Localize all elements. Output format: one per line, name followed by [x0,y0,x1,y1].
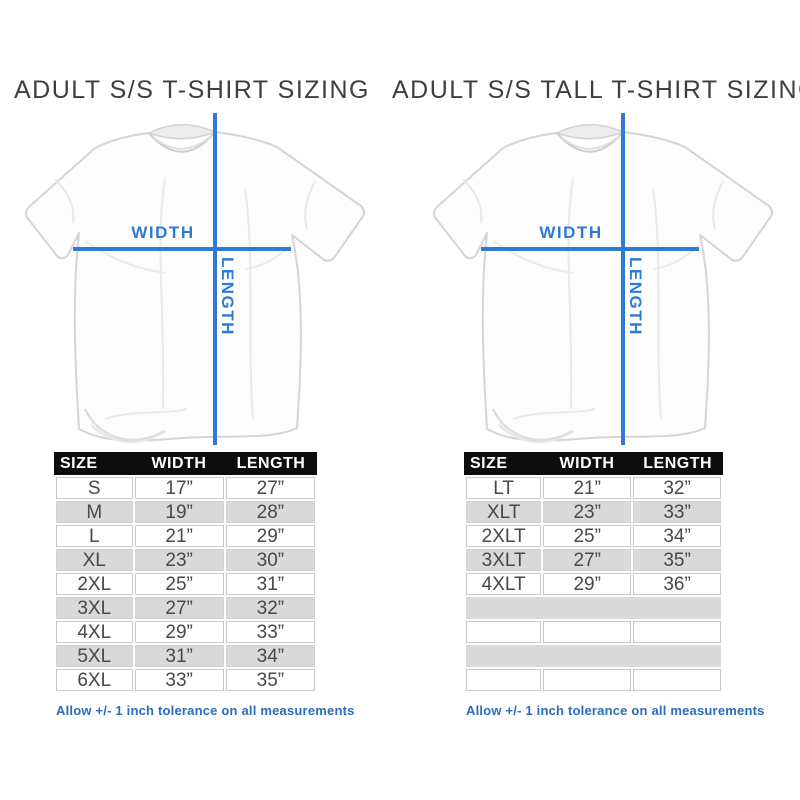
table-row: XLT 23” 33” [466,501,721,523]
width-cell: 33” [134,669,224,691]
size-cell: 3XL [56,597,133,619]
length-cell: 34” [225,645,315,667]
size-cell: 4XLT [466,573,542,595]
width-cell: 19” [134,501,224,523]
header-cell-length: LENGTH [643,454,713,472]
width-cell: 23” [134,549,224,571]
width-cell: 21” [543,477,632,499]
header-cell-length: LENGTH [236,454,306,472]
empty-table-row [466,597,721,619]
table-row: 4XL 29” 33” [56,621,315,643]
tshirt-graphic [432,123,774,444]
tshirt-diagram: WIDTH LENGTH [24,113,366,445]
tolerance-note: Allow +/- 1 inch tolerance on all measur… [466,703,765,718]
width-cell: 21” [134,525,224,547]
length-cell: 33” [225,621,315,643]
length-cell: 35” [633,549,721,571]
width-cell: 25” [134,573,224,595]
table-row: 6XL 33” 35” [56,669,315,691]
empty-table-row [466,621,721,643]
width-cell: 23” [543,501,632,523]
length-cell [633,669,721,691]
size-cell: 6XL [56,669,133,691]
empty-row-band [466,645,721,667]
length-cell: 34” [633,525,721,547]
width-cell: 17” [134,477,224,499]
size-cell: XL [56,549,133,571]
size-cell: M [56,501,133,523]
length-cell: 27” [225,477,315,499]
panel-tall-sizing: ADULT S/S TALL T-SHIRT SIZING WIDTH LENG… [392,0,800,800]
width-label: WIDTH [131,223,194,242]
header-cell-width: WIDTH [151,454,207,472]
header-cell-width: WIDTH [559,454,615,472]
table-row: L 21” 29” [56,525,315,547]
length-label: LENGTH [626,257,645,336]
size-cell: 2XL [56,573,133,595]
size-table: LT 21” 32” XLT 23” 33” 2XLT 25” 34” 3XLT 27” 35” 4XL… [464,475,723,693]
table-header: SIZE WIDTH LENGTH [464,452,723,475]
table-row: LT 21” 32” [466,477,721,499]
table-row: M 19” 28” [56,501,315,523]
length-cell: 32” [225,597,315,619]
length-cell [633,621,721,643]
table-row: XL 23” 30” [56,549,315,571]
page-title: ADULT S/S T-SHIRT SIZING [14,76,370,104]
table-row: 3XLT 27” 35” [466,549,721,571]
width-cell: 29” [543,573,632,595]
table-header: SIZE WIDTH LENGTH [54,452,317,475]
size-cell: XLT [466,501,542,523]
size-cell: S [56,477,133,499]
length-cell: 33” [633,501,721,523]
panel-regular-sizing: ADULT S/S T-SHIRT SIZING WIDTH LENGTH SI… [0,0,392,800]
page-title: ADULT S/S TALL T-SHIRT SIZING [392,76,800,104]
table-row: 3XL 27” 32” [56,597,315,619]
size-cell: LT [466,477,542,499]
width-cell [543,621,632,643]
size-table: S 17” 27” M 19” 28” L 21” 29” XL 23” 30” 2XL 25” 31” 3X… [54,475,317,693]
width-cell: 29” [134,621,224,643]
width-label: WIDTH [539,223,602,242]
table-row: 5XL 31” 34” [56,645,315,667]
size-cell: 3XLT [466,549,542,571]
empty-table-row [466,645,721,667]
table-row: S 17” 27” [56,477,315,499]
tolerance-note: Allow +/- 1 inch tolerance on all measur… [56,703,355,718]
empty-row-band [466,597,721,619]
tshirt-diagram: WIDTH LENGTH [432,113,774,445]
width-cell [543,669,632,691]
table-row: 2XLT 25” 34” [466,525,721,547]
length-cell: 29” [225,525,315,547]
width-cell: 31” [134,645,224,667]
length-label: LENGTH [218,257,237,336]
tshirt-graphic [24,123,366,444]
table-row: 4XLT 29” 36” [466,573,721,595]
table-row: 2XL 25” 31” [56,573,315,595]
width-cell: 27” [134,597,224,619]
length-cell: 28” [225,501,315,523]
size-cell: L [56,525,133,547]
empty-table-row [466,669,721,691]
size-cell [466,669,542,691]
length-cell: 30” [225,549,315,571]
length-cell: 31” [225,573,315,595]
size-cell: 5XL [56,645,133,667]
length-cell: 35” [225,669,315,691]
size-cell: 4XL [56,621,133,643]
size-cell: 2XLT [466,525,542,547]
header-cell-size: SIZE [470,454,508,472]
length-cell: 32” [633,477,721,499]
size-cell [466,621,542,643]
header-cell-size: SIZE [60,454,98,472]
width-cell: 27” [543,549,632,571]
width-cell: 25” [543,525,632,547]
length-cell: 36” [633,573,721,595]
